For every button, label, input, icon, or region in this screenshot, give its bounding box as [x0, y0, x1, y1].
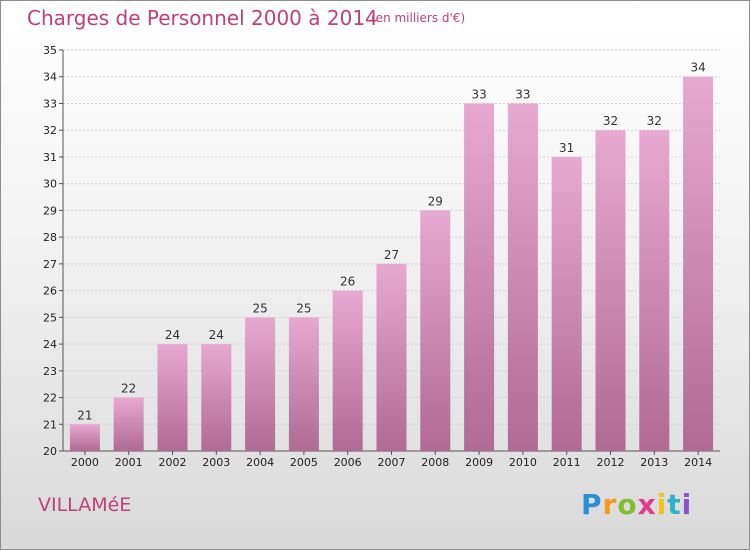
- x-tick-label: 2009: [465, 456, 493, 469]
- data-label: 25: [296, 301, 311, 315]
- x-tick-label: 2008: [421, 456, 449, 469]
- x-tick-label: 2012: [597, 456, 625, 469]
- bar: [551, 156, 582, 451]
- y-tick-label: 31: [43, 151, 57, 164]
- x-tick-label: 2014: [684, 456, 712, 469]
- bar: [420, 210, 451, 451]
- bar: [201, 344, 232, 451]
- chart-subtitle: (en milliers d'€): [371, 11, 466, 25]
- logo-letter: o: [617, 488, 638, 521]
- data-label: 27: [384, 248, 399, 262]
- y-tick-label: 34: [43, 71, 57, 84]
- data-label: 26: [340, 275, 355, 289]
- bar: [157, 344, 188, 451]
- data-label: 22: [121, 382, 136, 396]
- y-tick-label: 30: [43, 178, 57, 191]
- y-tick-label: 32: [43, 124, 57, 137]
- y-tick-label: 22: [43, 392, 57, 405]
- data-label: 24: [209, 328, 224, 342]
- data-label: 32: [603, 114, 618, 128]
- y-tick-label: 33: [43, 97, 57, 110]
- bar: [507, 103, 538, 451]
- x-tick-label: 2003: [202, 456, 230, 469]
- x-tick-label: 2011: [553, 456, 581, 469]
- bars: [69, 76, 714, 451]
- bar: [69, 424, 100, 451]
- x-tick-label: 2004: [246, 456, 274, 469]
- data-label: 25: [252, 301, 267, 315]
- y-tick-label: 29: [43, 204, 57, 217]
- x-tick-label: 2005: [290, 456, 318, 469]
- bar: [639, 130, 670, 451]
- data-label: 31: [559, 141, 574, 155]
- y-tick-label: 35: [43, 44, 57, 57]
- x-tick-label: 2013: [640, 456, 668, 469]
- logo-letter: i: [656, 488, 668, 521]
- x-tick-label: 2001: [115, 456, 143, 469]
- bar: [464, 103, 495, 451]
- y-tick-label: 24: [43, 338, 57, 351]
- data-label: 33: [471, 87, 486, 101]
- bar: [288, 317, 319, 451]
- data-label: 24: [165, 328, 180, 342]
- x-tick-label: 2002: [159, 456, 187, 469]
- data-labels: 21 22 24 24 25 25 26 27 29 33 33 31 32 32 34: [77, 61, 705, 423]
- bar: [113, 397, 144, 451]
- y-tick-label: 28: [43, 231, 57, 244]
- y-tick-label: 26: [43, 285, 57, 298]
- logo-letter: i: [681, 488, 693, 521]
- x-tick-label: 2007: [378, 456, 406, 469]
- data-label: 34: [690, 61, 705, 75]
- bar: [376, 263, 407, 451]
- x-tick-label: 2010: [509, 456, 537, 469]
- data-label: 33: [515, 87, 530, 101]
- bar: [683, 76, 714, 451]
- logo-letter: r: [602, 488, 618, 521]
- y-tick-label: 20: [43, 445, 57, 458]
- logo-letter: t: [667, 488, 682, 521]
- y-tick-label: 21: [43, 418, 57, 431]
- x-tick-label: 2006: [334, 456, 362, 469]
- chart-title: Charges de Personnel 2000 à 2014: [27, 6, 378, 30]
- y-tick-label: 23: [43, 365, 57, 378]
- place-name: VILLAMéE: [38, 494, 132, 516]
- logo-letter: x: [637, 488, 657, 521]
- logo-letter: P: [581, 488, 603, 521]
- x-tick-label: 2000: [71, 456, 99, 469]
- proxiti-logo: Proxiti: [581, 488, 692, 521]
- bar: [245, 317, 276, 451]
- bar: [332, 290, 363, 451]
- y-tick-label: 27: [43, 258, 57, 271]
- y-tick-label: 25: [43, 311, 57, 324]
- bar: [595, 130, 626, 451]
- data-label: 32: [647, 114, 662, 128]
- data-label: 21: [77, 408, 92, 422]
- data-label: 29: [428, 194, 443, 208]
